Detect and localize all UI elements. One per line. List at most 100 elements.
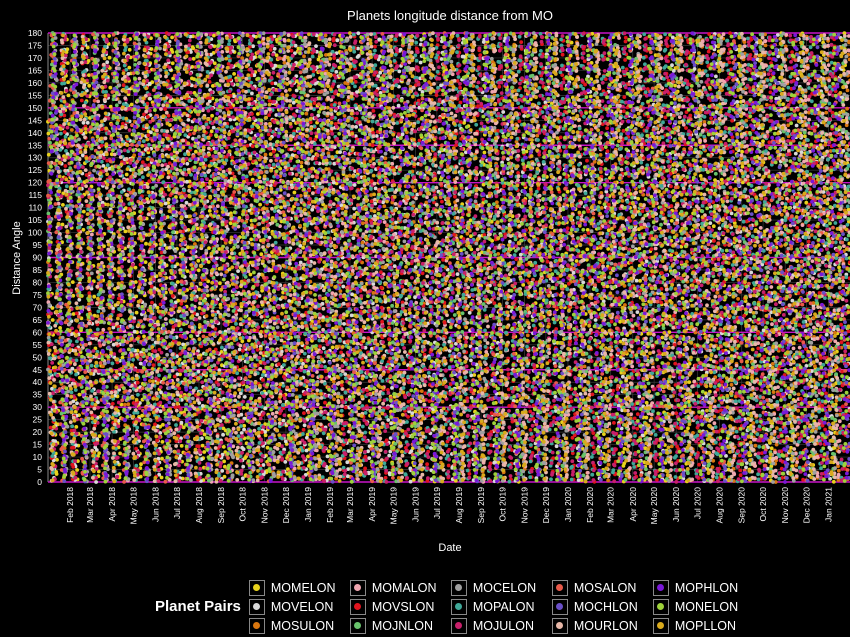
data-point-movelon <box>708 221 712 225</box>
data-point-momelon <box>140 445 144 449</box>
data-point-movelon <box>429 446 433 450</box>
data-point-momelon <box>803 134 807 138</box>
data-point-momelon <box>82 210 86 214</box>
data-point-movelon <box>353 183 357 187</box>
data-point-movelon <box>102 164 106 168</box>
data-point-movelon <box>796 77 800 81</box>
data-point-momelon <box>61 223 65 227</box>
data-point-movelon <box>711 136 715 140</box>
data-point-mosulon <box>264 153 268 157</box>
data-point-movelon <box>236 269 240 273</box>
data-point-movelon <box>786 457 790 461</box>
data-point-momelon <box>847 208 850 212</box>
data-point-momelon <box>47 153 51 157</box>
data-point-movelon <box>418 87 422 91</box>
data-point-momelon <box>142 335 146 339</box>
data-point-movelon <box>378 55 382 59</box>
data-point-movelon <box>391 363 395 367</box>
data-point-momelon <box>575 259 579 263</box>
data-point-movelon <box>159 390 163 394</box>
data-point-momelon <box>258 203 262 207</box>
data-point-movelon <box>714 75 718 79</box>
data-point-movelon <box>386 418 390 422</box>
data-point-momelon <box>107 34 111 38</box>
data-point-movelon <box>735 100 739 104</box>
data-point-mosulon <box>300 161 304 165</box>
data-point-momelon <box>180 444 184 448</box>
data-point-momelon <box>602 432 606 436</box>
data-point-momelon <box>645 416 649 420</box>
data-point-movelon <box>248 187 252 191</box>
data-point-momelon <box>681 297 685 301</box>
data-point-momelon <box>66 80 70 84</box>
data-point-movelon <box>392 297 396 301</box>
data-point-momelon <box>206 294 210 298</box>
data-point-movelon <box>94 480 98 484</box>
data-point-momelon <box>279 206 283 210</box>
data-point-mosulon <box>107 327 111 331</box>
data-point-momelon <box>222 445 226 449</box>
data-point-movelon <box>356 31 360 35</box>
data-point-mosulon <box>283 61 287 65</box>
data-point-movelon <box>185 180 189 184</box>
data-point-mosulon <box>361 221 365 225</box>
data-point-movelon <box>468 311 472 315</box>
data-point-movelon <box>139 362 143 366</box>
data-point-momelon <box>683 404 687 408</box>
data-point-movelon <box>350 314 354 318</box>
data-point-momelon <box>232 72 236 76</box>
data-point-movelon <box>825 333 829 337</box>
data-point-momelon <box>47 132 51 136</box>
data-point-momelon <box>240 339 244 343</box>
data-point-mosulon <box>132 153 136 157</box>
data-point-momelon <box>55 472 59 476</box>
data-point-momelon <box>208 209 212 213</box>
data-point-movelon <box>621 375 625 379</box>
data-point-momelon <box>71 280 75 284</box>
data-point-momelon <box>194 150 198 154</box>
data-point-momelon <box>687 380 691 384</box>
data-point-momelon <box>202 450 206 454</box>
data-point-movelon <box>842 149 846 153</box>
data-point-movelon <box>748 333 752 337</box>
data-point-momelon <box>135 311 139 315</box>
data-point-movelon <box>456 272 460 276</box>
data-point-movelon <box>336 38 340 42</box>
data-point-momelon <box>178 358 182 362</box>
data-point-movelon <box>81 153 85 157</box>
data-point-movelon <box>555 444 559 448</box>
data-point-momelon <box>98 434 102 438</box>
data-point-momelon <box>139 462 143 466</box>
data-point-movelon <box>185 162 189 166</box>
data-point-movelon <box>307 355 311 359</box>
data-point-momelon <box>210 114 214 118</box>
data-point-momelon <box>197 268 201 272</box>
data-point-momelon <box>606 285 610 289</box>
data-point-movelon <box>594 318 598 322</box>
data-point-momelon <box>75 468 79 472</box>
data-point-movelon <box>180 421 184 425</box>
data-point-mosulon <box>309 307 313 311</box>
data-point-movelon <box>389 422 393 426</box>
data-point-momelon <box>82 228 86 232</box>
data-point-movelon <box>240 431 244 435</box>
data-point-movelon <box>519 253 523 257</box>
data-point-momelon <box>220 378 224 382</box>
data-point-movelon <box>397 70 401 74</box>
data-point-momelon <box>259 252 263 256</box>
data-point-movelon <box>410 411 414 415</box>
data-point-mosulon <box>343 114 347 118</box>
data-point-momelon <box>586 228 590 232</box>
data-point-movelon <box>77 298 81 302</box>
data-point-momelon <box>218 281 222 285</box>
data-point-movelon <box>399 48 403 52</box>
y-axis-label: Distance Angle <box>11 221 23 294</box>
data-point-mosulon <box>346 98 350 102</box>
data-point-movelon <box>221 433 225 437</box>
data-point-movelon <box>148 82 152 86</box>
data-point-movelon <box>325 468 329 472</box>
data-point-movelon <box>187 118 191 122</box>
data-point-movelon <box>352 207 356 211</box>
data-point-movelon <box>242 447 246 451</box>
data-point-momelon <box>74 425 78 429</box>
